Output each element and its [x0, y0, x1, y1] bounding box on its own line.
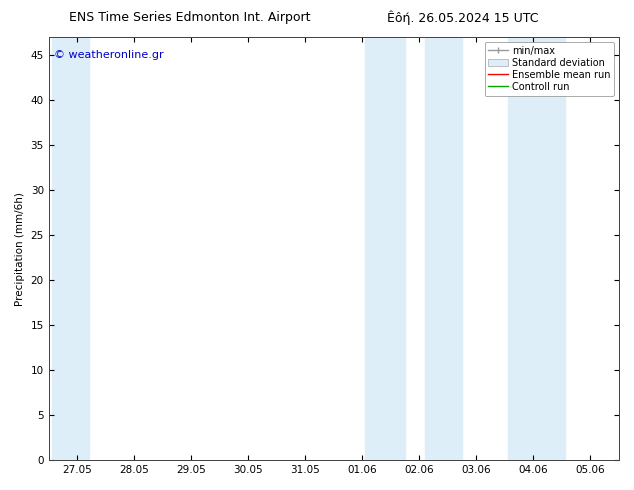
- Y-axis label: Precipitation (mm/6h): Precipitation (mm/6h): [15, 192, 25, 306]
- Legend: min/max, Standard deviation, Ensemble mean run, Controll run: min/max, Standard deviation, Ensemble me…: [484, 42, 614, 96]
- Bar: [425, 37, 462, 460]
- Bar: [508, 37, 565, 460]
- Text: © weatheronline.gr: © weatheronline.gr: [55, 50, 164, 60]
- Text: ENS Time Series Edmonton Int. Airport: ENS Time Series Edmonton Int. Airport: [70, 11, 311, 24]
- Bar: [51, 37, 89, 460]
- Text: Êôή. 26.05.2024 15 UTC: Êôή. 26.05.2024 15 UTC: [387, 11, 538, 25]
- Bar: [365, 37, 405, 460]
